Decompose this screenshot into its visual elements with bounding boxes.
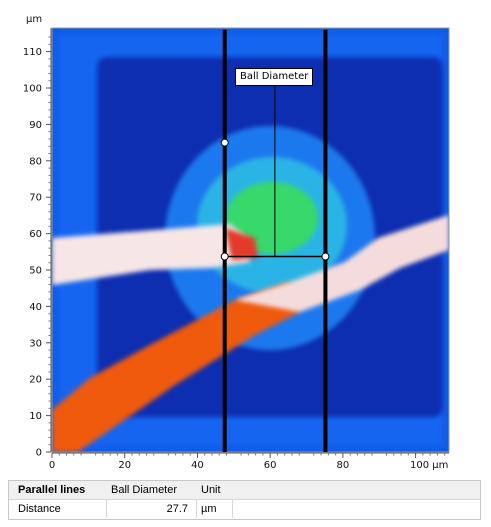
y-tick-label: 60 — [29, 229, 42, 240]
y-tick-label: 70 — [29, 193, 42, 204]
y-tick-label: 80 — [29, 156, 42, 167]
height-map-svg: 0 10 20 30 40 50 60 70 80 90 100 110 µm 0 20 40 60 80 1… — [23, 14, 450, 471]
results-row-name: Distance — [9, 500, 107, 518]
y-axis: 0 10 20 30 40 50 60 70 80 90 100 110 µm — [23, 14, 52, 459]
x-tick-label: 0 — [49, 460, 55, 471]
results-row-unit: µm — [197, 500, 233, 518]
measurement-callout-label[interactable]: Ball Diameter — [235, 68, 314, 86]
x-axis-unit: 100 µm — [410, 460, 448, 471]
results-table: Parallel lines Ball Diameter Unit Distan… — [8, 480, 481, 520]
y-tick-label: 50 — [29, 266, 42, 277]
y-tick-label: 110 — [23, 47, 42, 58]
y-axis-ticks: 0 10 20 30 40 50 60 70 80 90 100 110 — [23, 36, 51, 459]
results-header-tool: Parallel lines — [18, 484, 86, 496]
wire-diagonal — [52, 282, 300, 452]
measurement-handle[interactable] — [220, 138, 229, 147]
measurement-handle[interactable] — [321, 252, 330, 261]
y-tick-label: 30 — [29, 338, 42, 349]
height-map-viewer[interactable]: 0 10 20 30 40 50 60 70 80 90 100 110 µm 0 20 40 60 80 1… — [0, 0, 491, 478]
x-tick-label: 20 — [118, 460, 131, 471]
y-tick-label: 10 — [29, 411, 42, 422]
results-row[interactable]: Distance 27.7 µm — [9, 500, 480, 518]
y-tick-label: 40 — [29, 302, 42, 313]
x-tick-label: 80 — [337, 460, 350, 471]
results-row-value: 27.7 — [107, 500, 197, 518]
wire-right — [235, 215, 449, 312]
measurement-handle[interactable] — [220, 252, 229, 261]
x-tick-label: 60 — [264, 460, 277, 471]
results-header-row: Parallel lines Ball Diameter Unit — [9, 481, 480, 500]
y-tick-label: 100 — [23, 84, 42, 95]
y-tick-label: 90 — [29, 120, 42, 131]
wire-upper-left — [52, 224, 250, 285]
y-tick-label: 0 — [36, 448, 42, 459]
y-axis-unit: µm — [26, 14, 42, 25]
parallel-lines-measurement[interactable] — [220, 29, 330, 452]
results-header-unit: Unit — [201, 484, 221, 496]
height-map-image — [52, 28, 449, 452]
y-tick-label: 20 — [29, 375, 42, 386]
x-axis: 0 20 40 60 80 100 µm — [49, 452, 449, 471]
x-axis-ticks: 0 20 40 60 80 — [49, 453, 446, 471]
x-tick-label: 40 — [191, 460, 204, 471]
results-header-measurement: Ball Diameter — [111, 484, 178, 496]
